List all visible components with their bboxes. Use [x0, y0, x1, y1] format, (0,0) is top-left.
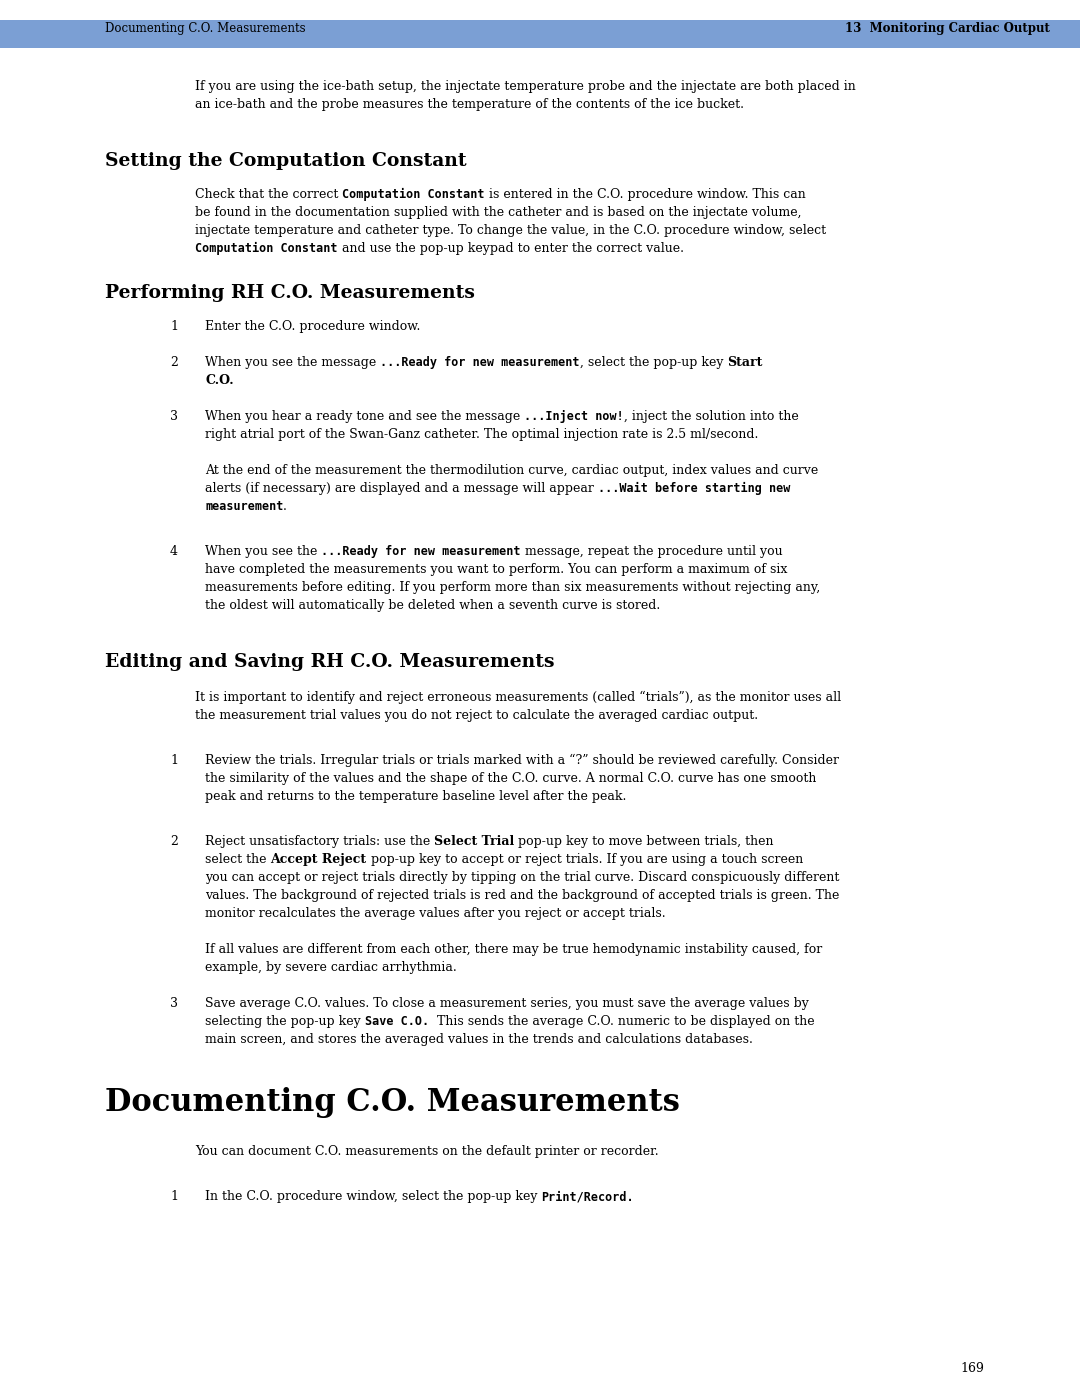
Text: When you hear a ready tone and see the message: When you hear a ready tone and see the m… — [205, 409, 524, 423]
Text: Save average C.O. values. To close a measurement series, you must save the avera: Save average C.O. values. To close a mea… — [205, 997, 809, 1010]
Text: message, repeat the procedure until you: message, repeat the procedure until you — [521, 545, 783, 557]
Text: and use the pop-up keypad to enter the correct value.: and use the pop-up keypad to enter the c… — [337, 242, 684, 256]
Text: ...Inject now!: ...Inject now! — [524, 409, 624, 423]
Text: have completed the measurements you want to perform. You can perform a maximum o: have completed the measurements you want… — [205, 563, 787, 576]
Text: select the: select the — [205, 854, 270, 866]
Text: , select the pop-up key: , select the pop-up key — [580, 356, 727, 369]
Text: is entered in the C.O. procedure window. This can: is entered in the C.O. procedure window.… — [485, 189, 806, 201]
Text: 169: 169 — [960, 1362, 984, 1375]
Text: 3: 3 — [170, 997, 178, 1010]
Text: ...Ready for new measurement: ...Ready for new measurement — [380, 356, 580, 369]
Text: example, by severe cardiac arrhythmia.: example, by severe cardiac arrhythmia. — [205, 961, 457, 974]
Text: Enter the C.O. procedure window.: Enter the C.O. procedure window. — [205, 320, 420, 332]
Text: Computation Constant: Computation Constant — [195, 242, 337, 256]
Text: measurement: measurement — [205, 500, 283, 513]
Text: It is important to identify and reject erroneous measurements (called “trials”),: It is important to identify and reject e… — [195, 692, 841, 704]
Text: 1: 1 — [170, 1190, 178, 1203]
Text: Select Trial: Select Trial — [434, 835, 514, 848]
Text: Save C.O.: Save C.O. — [365, 1016, 429, 1028]
Text: This sends the average C.O. numeric to be displayed on the: This sends the average C.O. numeric to b… — [429, 1016, 814, 1028]
Text: the measurement trial values you do not reject to calculate the averaged cardiac: the measurement trial values you do not … — [195, 710, 758, 722]
Text: 13  Monitoring Cardiac Output: 13 Monitoring Cardiac Output — [846, 22, 1050, 35]
Text: 2: 2 — [170, 835, 178, 848]
Text: Documenting C.O. Measurements: Documenting C.O. Measurements — [105, 1087, 680, 1118]
Text: peak and returns to the temperature baseline level after the peak.: peak and returns to the temperature base… — [205, 789, 626, 803]
Text: Reject unsatisfactory trials: use the: Reject unsatisfactory trials: use the — [205, 835, 434, 848]
Text: .: . — [283, 500, 287, 513]
Text: Print/Record.: Print/Record. — [541, 1190, 634, 1203]
Text: , inject the solution into the: , inject the solution into the — [624, 409, 799, 423]
Text: measurements before editing. If you perform more than six measurements without r: measurements before editing. If you perf… — [205, 581, 820, 594]
Text: If you are using the ice-bath setup, the injectate temperature probe and the inj: If you are using the ice-bath setup, the… — [195, 80, 855, 94]
Text: Computation Constant: Computation Constant — [342, 189, 485, 201]
Text: 1: 1 — [170, 754, 178, 767]
Bar — [0, 20, 1080, 47]
Text: Setting the Computation Constant: Setting the Computation Constant — [105, 152, 467, 170]
Text: ...Ready for new measurement: ...Ready for new measurement — [322, 545, 521, 557]
Text: ...Wait before starting new: ...Wait before starting new — [598, 482, 791, 495]
Text: Accept Reject: Accept Reject — [270, 854, 366, 866]
Text: Review the trials. Irregular trials or trials marked with a “?” should be review: Review the trials. Irregular trials or t… — [205, 754, 839, 767]
Text: values. The background of rejected trials is red and the background of accepted : values. The background of rejected trial… — [205, 888, 839, 902]
Text: pop-up key to move between trials, then: pop-up key to move between trials, then — [514, 835, 774, 848]
Text: 1: 1 — [170, 320, 178, 332]
Text: C.O.: C.O. — [205, 374, 233, 387]
Text: you can accept or reject trials directly by tipping on the trial curve. Discard : you can accept or reject trials directly… — [205, 870, 839, 884]
Text: be found in the documentation supplied with the catheter and is based on the inj: be found in the documentation supplied w… — [195, 205, 801, 219]
Text: When you see the: When you see the — [205, 545, 322, 557]
Text: selecting the pop-up key: selecting the pop-up key — [205, 1016, 365, 1028]
Text: Editing and Saving RH C.O. Measurements: Editing and Saving RH C.O. Measurements — [105, 652, 554, 671]
Text: If all values are different from each other, there may be true hemodynamic insta: If all values are different from each ot… — [205, 943, 822, 956]
Text: an ice-bath and the probe measures the temperature of the contents of the ice bu: an ice-bath and the probe measures the t… — [195, 98, 744, 110]
Text: Performing RH C.O. Measurements: Performing RH C.O. Measurements — [105, 284, 475, 302]
Text: right atrial port of the Swan-Ganz catheter. The optimal injection rate is 2.5 m: right atrial port of the Swan-Ganz cathe… — [205, 427, 758, 441]
Text: You can document C.O. measurements on the default printer or recorder.: You can document C.O. measurements on th… — [195, 1146, 659, 1158]
Text: monitor recalculates the average values after you reject or accept trials.: monitor recalculates the average values … — [205, 907, 665, 921]
Text: 3: 3 — [170, 409, 178, 423]
Text: pop-up key to accept or reject trials. If you are using a touch screen: pop-up key to accept or reject trials. I… — [366, 854, 802, 866]
Text: Documenting C.O. Measurements: Documenting C.O. Measurements — [105, 22, 306, 35]
Text: 2: 2 — [170, 356, 178, 369]
Text: alerts (if necessary) are displayed and a message will appear: alerts (if necessary) are displayed and … — [205, 482, 598, 495]
Text: Start: Start — [727, 356, 762, 369]
Text: main screen, and stores the averaged values in the trends and calculations datab: main screen, and stores the averaged val… — [205, 1032, 753, 1046]
Text: the similarity of the values and the shape of the C.O. curve. A normal C.O. curv: the similarity of the values and the sha… — [205, 773, 816, 785]
Text: injectate temperature and catheter type. To change the value, in the C.O. proced: injectate temperature and catheter type.… — [195, 224, 826, 237]
Text: the oldest will automatically be deleted when a seventh curve is stored.: the oldest will automatically be deleted… — [205, 599, 660, 612]
Text: At the end of the measurement the thermodilution curve, cardiac output, index va: At the end of the measurement the thermo… — [205, 464, 819, 476]
Text: Check that the correct: Check that the correct — [195, 189, 342, 201]
Text: 4: 4 — [170, 545, 178, 557]
Text: In the C.O. procedure window, select the pop-up key: In the C.O. procedure window, select the… — [205, 1190, 541, 1203]
Text: When you see the message: When you see the message — [205, 356, 380, 369]
